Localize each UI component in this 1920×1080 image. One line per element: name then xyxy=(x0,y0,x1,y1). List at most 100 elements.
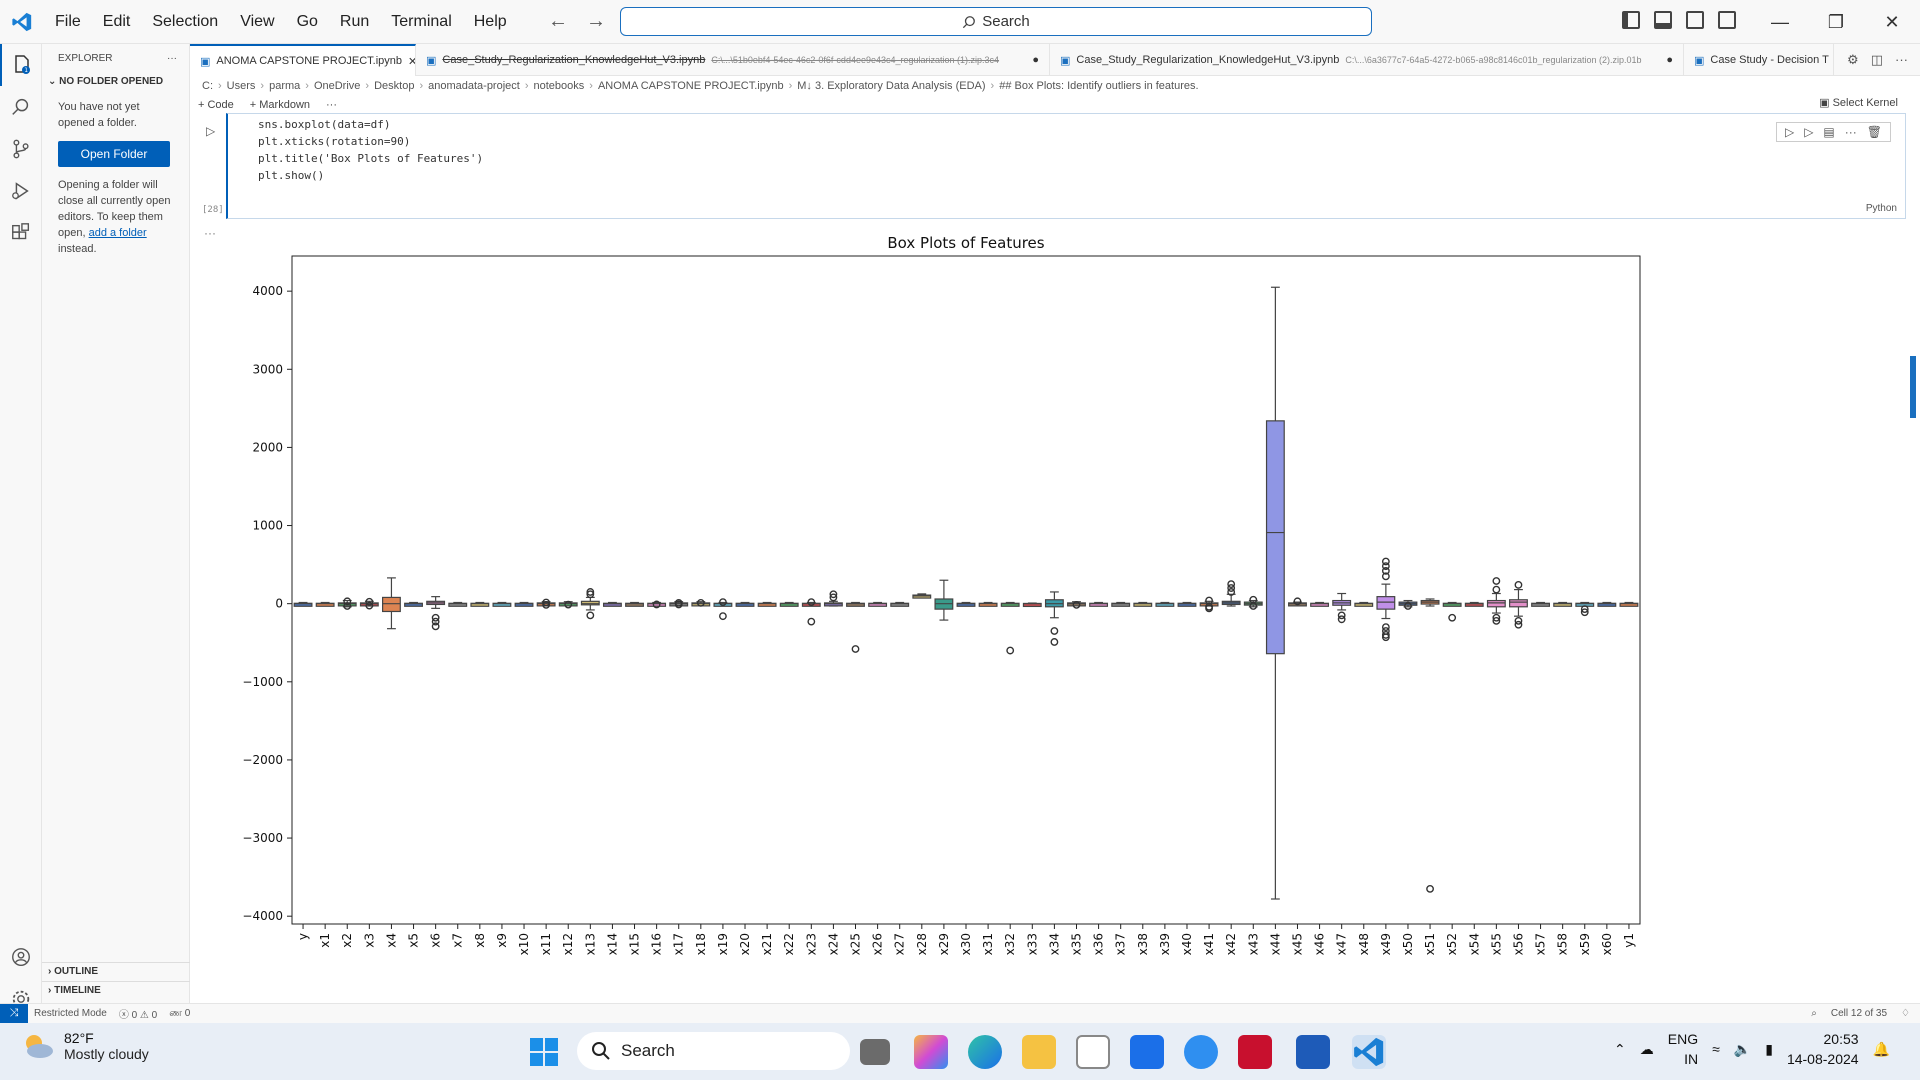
menu-file[interactable]: File xyxy=(55,12,81,30)
run-below-icon[interactable]: ▷ xyxy=(1804,125,1814,139)
volume-icon[interactable]: 🔈 xyxy=(1733,1040,1752,1057)
select-kernel-button[interactable]: ▣ Select Kernel xyxy=(1819,97,1898,109)
split-cell-icon[interactable]: ▤ xyxy=(1823,125,1835,139)
breadcrumb-item[interactable]: ## Box Plots: Identify outliers in featu… xyxy=(999,80,1199,92)
unsaved-dot-icon[interactable]: ● xyxy=(1666,54,1673,66)
y-tick-label: −4000 xyxy=(242,909,283,923)
notifications-bell-icon[interactable]: ♢ xyxy=(1901,1008,1910,1019)
open-folder-button[interactable]: Open Folder xyxy=(58,141,170,167)
code-editor[interactable]: sns.boxplot(data=df) plt.xticks(rotation… xyxy=(258,116,483,184)
taskbar-search[interactable]: Search xyxy=(577,1032,850,1070)
myhp-icon[interactable] xyxy=(1130,1035,1164,1069)
clock[interactable]: 20:53 14-08-2024 xyxy=(1787,1029,1859,1069)
delete-cell-icon[interactable]: 🗑 xyxy=(1866,125,1882,139)
close-window-button[interactable]: ✕ xyxy=(1884,11,1900,32)
breadcrumb-item[interactable]: ANOMA CAPSTONE PROJECT.ipynb xyxy=(597,80,784,92)
tab-anoma-capstone[interactable]: ▣ ANOMA CAPSTONE PROJECT.ipynb ✕ xyxy=(190,44,416,76)
add-folder-link[interactable]: add a folder xyxy=(88,227,147,239)
cell-more-icon[interactable]: ··· xyxy=(1844,125,1857,139)
menu-help[interactable]: Help xyxy=(473,12,507,30)
forward-arrow-icon[interactable]: → xyxy=(586,10,606,32)
notebook-icon: ▣ xyxy=(426,54,437,67)
notifications-bell-icon[interactable]: 🔔 xyxy=(1872,1040,1890,1057)
timeline-section[interactable]: › TIMELINE xyxy=(42,981,190,999)
wifi-icon[interactable]: ≈ xyxy=(1712,1041,1720,1057)
x-tick-label: x15 xyxy=(628,933,642,955)
add-markdown-cell-button[interactable]: + Markdown xyxy=(249,99,311,111)
menu-run[interactable]: Run xyxy=(339,12,370,30)
windows-start-icon[interactable] xyxy=(527,1035,561,1069)
zoom-status-icon[interactable]: ⌕ xyxy=(1811,1008,1817,1019)
add-code-cell-button[interactable]: + Code xyxy=(198,99,234,111)
toggle-primary-sidebar-icon[interactable] xyxy=(1622,11,1640,29)
extensions-icon[interactable] xyxy=(0,212,42,254)
cell-language[interactable]: Python xyxy=(1865,203,1897,214)
back-arrow-icon[interactable]: ← xyxy=(548,10,568,32)
source-control-icon[interactable] xyxy=(0,128,42,170)
breadcrumb-item[interactable]: anomadata-project xyxy=(428,80,520,92)
menu-edit[interactable]: Edit xyxy=(102,12,131,30)
command-center-search[interactable]: Search xyxy=(620,7,1372,36)
outline-section[interactable]: › OUTLINE xyxy=(42,962,190,980)
breadcrumb-item[interactable]: Users xyxy=(226,80,256,92)
tab-more-icon[interactable]: ··· xyxy=(1895,52,1908,67)
onedrive-cloud-icon[interactable]: ☁ xyxy=(1639,1040,1654,1057)
box-outlier xyxy=(586,590,595,599)
no-folder-section[interactable]: ⌄ NO FOLDER OPENED xyxy=(48,76,164,87)
menu-terminal[interactable]: Terminal xyxy=(391,12,452,30)
toggle-panel-icon[interactable] xyxy=(1654,11,1672,29)
toolbar-more-icon[interactable]: ··· xyxy=(326,99,338,111)
problems-status[interactable]: ⓧ 0 ⚠ 0 xyxy=(118,1010,158,1021)
breadcrumb-item[interactable]: C: xyxy=(202,80,213,92)
menu-go[interactable]: Go xyxy=(296,12,318,30)
notebook-settings-icon[interactable]: ⚙ xyxy=(1847,52,1859,67)
minimize-button[interactable]: — xyxy=(1771,11,1789,32)
tab-case-study-regularization-2[interactable]: ▣ Case_Study_Regularization_KnowledgeHut… xyxy=(1050,44,1684,76)
breadcrumb-item[interactable]: notebooks xyxy=(533,80,585,92)
microsoft-store-icon[interactable] xyxy=(1076,1035,1110,1069)
file-explorer-icon[interactable] xyxy=(1022,1035,1056,1069)
scrollbar-thumb[interactable] xyxy=(1910,356,1916,418)
explorer-icon[interactable]: 1 xyxy=(0,44,42,86)
breadcrumb-item[interactable]: parma xyxy=(269,80,301,92)
copilot-icon[interactable] xyxy=(914,1035,948,1069)
accounts-icon[interactable] xyxy=(0,936,42,978)
code-cell[interactable]: sns.boxplot(data=df) plt.xticks(rotation… xyxy=(226,113,1906,219)
toggle-secondary-sidebar-icon[interactable] xyxy=(1686,11,1704,29)
battery-icon[interactable]: ▮ xyxy=(1765,1040,1773,1057)
tab-case-study-regularization-1[interactable]: ▣ Case_Study_Regularization_KnowledgeHut… xyxy=(416,44,1050,76)
ports-status[interactable]: ண 0 xyxy=(169,1007,191,1019)
chevron-up-icon[interactable]: ⌃ xyxy=(1614,1040,1626,1057)
input-language[interactable]: ENG IN xyxy=(1667,1031,1699,1067)
run-cell-icon[interactable]: ▷ xyxy=(206,124,216,138)
menu-selection[interactable]: Selection xyxy=(152,12,219,30)
search-view-icon[interactable] xyxy=(0,86,42,128)
menu-view[interactable]: View xyxy=(240,12,275,30)
remote-indicator-icon[interactable]: ⤨ xyxy=(0,1003,28,1024)
restricted-mode-status[interactable]: Restricted Mode xyxy=(34,1008,107,1019)
restore-button[interactable]: ❐ xyxy=(1827,11,1845,32)
x-tick-label: x1 xyxy=(318,933,332,948)
edge-browser-icon[interactable] xyxy=(968,1035,1002,1069)
output-more-icon[interactable]: ··· xyxy=(204,226,216,240)
run-debug-icon[interactable] xyxy=(0,170,42,212)
close-tab-icon[interactable]: ✕ xyxy=(408,55,415,68)
unsaved-dot-icon[interactable]: ● xyxy=(1032,54,1039,66)
mcafee-icon[interactable] xyxy=(1238,1035,1272,1069)
help-icon[interactable] xyxy=(1184,1035,1218,1069)
sidebar-more-icon[interactable]: ··· xyxy=(167,52,177,64)
cell-count-status[interactable]: Cell 12 of 35 xyxy=(1830,1008,1888,1019)
run-above-icon[interactable]: ▷ xyxy=(1784,125,1795,139)
breadcrumb-item[interactable]: M↓ 3. Exploratory Data Analysis (EDA) xyxy=(797,80,986,92)
box-outlier xyxy=(1249,595,1258,604)
box-outlier xyxy=(1492,577,1501,585)
word-icon[interactable] xyxy=(1296,1035,1330,1069)
weather-widget[interactable]: 82°F Mostly cloudy xyxy=(20,1030,149,1062)
task-view-icon[interactable] xyxy=(860,1039,890,1065)
breadcrumb-item[interactable]: Desktop xyxy=(374,80,415,92)
vscode-taskbar-icon[interactable] xyxy=(1352,1035,1386,1069)
breadcrumb-item[interactable]: OneDrive xyxy=(313,80,361,92)
tab-case-study-decision[interactable]: ▣ Case Study - Decision T xyxy=(1684,44,1834,76)
customize-layout-icon[interactable] xyxy=(1718,11,1736,29)
split-editor-icon[interactable]: ◫ xyxy=(1870,52,1883,67)
